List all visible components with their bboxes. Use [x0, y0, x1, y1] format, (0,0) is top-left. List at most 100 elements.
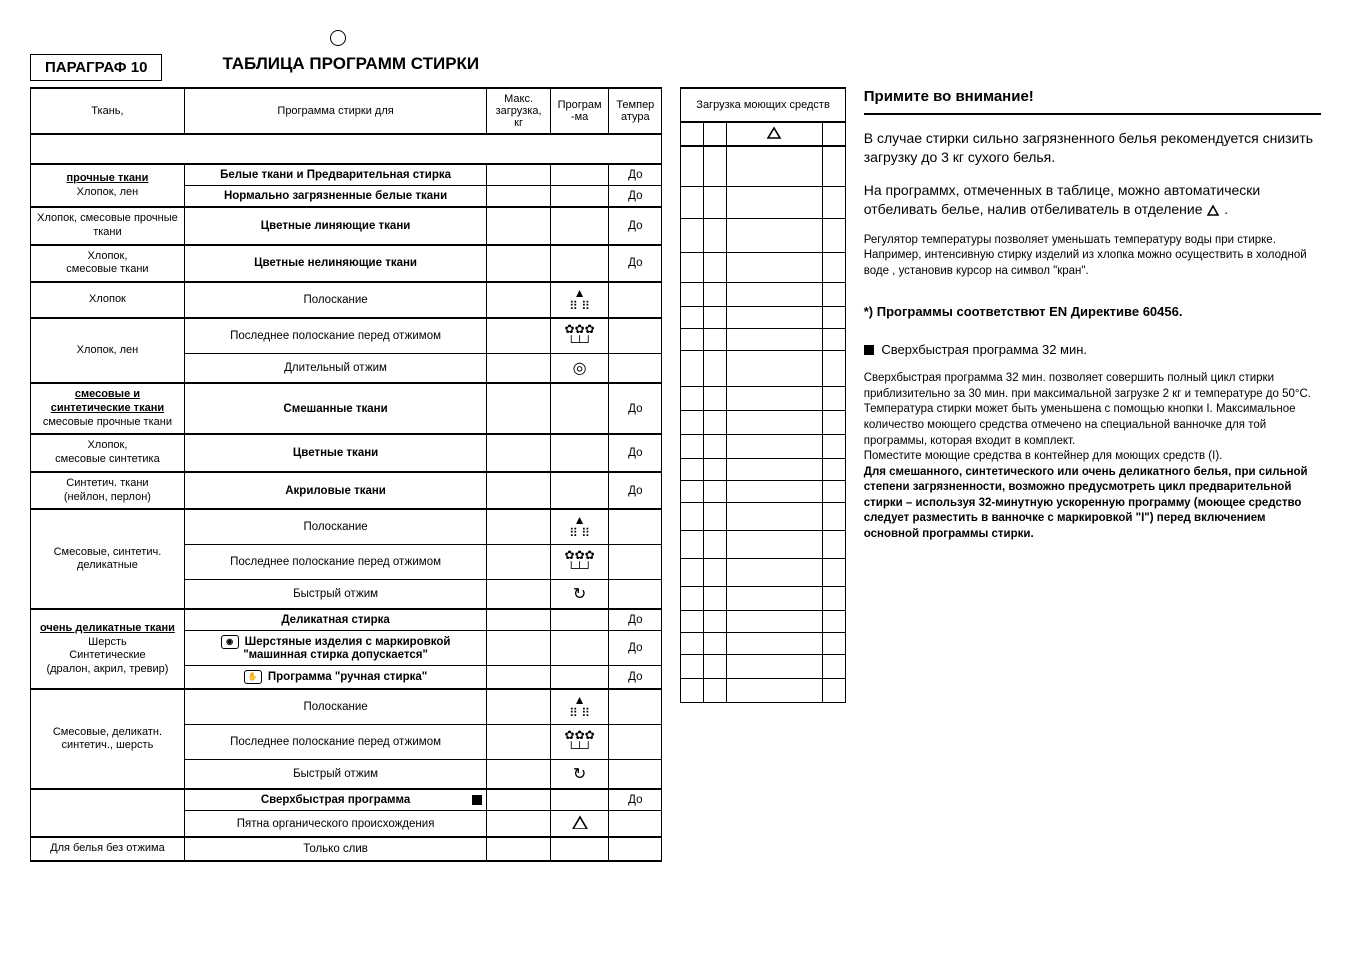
det-cell — [726, 282, 822, 306]
det-cell — [704, 218, 727, 252]
det-cell — [822, 558, 845, 586]
det-cell — [681, 386, 704, 410]
symbol-cell: ↻ — [550, 580, 608, 610]
program-cell: Последнее полоскание перед отжимом — [184, 318, 486, 354]
main-table-wrap: Ткань,Программа стирки дляМакс. загрузка… — [30, 87, 662, 862]
load-cell — [487, 837, 551, 861]
circle-icon — [330, 30, 346, 46]
fabric-cell: Синтетич. ткани(нейлон, перлон) — [31, 472, 185, 510]
symbol-cell: ▲⠿ ⠿ — [550, 282, 608, 318]
symbol-cell — [550, 245, 608, 283]
det-cell — [822, 480, 845, 502]
det-cell — [704, 282, 727, 306]
symbol-cell: ✿✿✿└┴┘ — [550, 318, 608, 354]
det-cell — [726, 586, 822, 610]
temp-cell: До — [609, 609, 662, 631]
det-cell — [822, 218, 845, 252]
temp-cell: До — [609, 434, 662, 472]
temp-cell: До — [609, 631, 662, 666]
program-cell: Только слив — [184, 837, 486, 861]
det-cell — [704, 654, 727, 678]
program-table: Ткань,Программа стирки дляМакс. загрузка… — [30, 87, 662, 862]
det-cell — [726, 654, 822, 678]
load-cell — [487, 725, 551, 760]
program-cell: Деликатная стирка — [184, 609, 486, 631]
symbol-cell: ◎ — [550, 354, 608, 384]
temp-cell — [609, 318, 662, 354]
det-cell — [822, 530, 845, 558]
load-cell — [487, 207, 551, 245]
det-cell — [726, 502, 822, 530]
symbol-cell — [550, 837, 608, 861]
fabric-cell: Смесовые, деликатн. синтетич., шерсть — [31, 689, 185, 789]
program-cell: Нормально загрязненные белые ткани — [184, 186, 486, 208]
det-cell — [726, 328, 822, 350]
col-temp: Температура — [609, 88, 662, 134]
load-cell — [487, 282, 551, 318]
detergent-table: Загрузка моющих средств — [680, 87, 845, 703]
page-title: ТАБЛИЦА ПРОГРАММ СТИРКИ — [222, 54, 479, 74]
det-cell — [681, 410, 704, 434]
det-cell — [726, 386, 822, 410]
det-cell — [681, 306, 704, 328]
det-cell — [681, 610, 704, 632]
note-p5t: Сверхбыстрая программа 32 мин. — [864, 341, 1321, 359]
program-cell: Последнее полоскание перед отжимом — [184, 725, 486, 760]
symbol-cell — [550, 207, 608, 245]
det-cell — [681, 530, 704, 558]
det-cell — [704, 632, 727, 654]
det-subhead — [726, 122, 822, 146]
symbol-cell — [550, 383, 608, 434]
load-cell — [487, 609, 551, 631]
det-cell — [704, 586, 727, 610]
temp-cell — [609, 760, 662, 790]
symbol-cell — [550, 631, 608, 666]
det-cell — [726, 146, 822, 186]
det-cell — [704, 186, 727, 218]
det-cell — [822, 252, 845, 282]
det-cell — [822, 458, 845, 480]
det-cell — [704, 306, 727, 328]
det-cell — [822, 586, 845, 610]
paragraph-label: ПАРАГРАФ 10 — [30, 54, 162, 81]
program-cell: Акриловые ткани — [184, 472, 486, 510]
load-cell — [487, 318, 551, 354]
symbol-cell — [550, 434, 608, 472]
det-subhead — [822, 122, 845, 146]
program-cell: Цветные линяющие ткани — [184, 207, 486, 245]
det-cell — [822, 328, 845, 350]
det-cell — [704, 252, 727, 282]
det-cell — [726, 434, 822, 458]
program-cell: Смешанные ткани — [184, 383, 486, 434]
det-cell — [704, 350, 727, 386]
temp-cell: До — [609, 245, 662, 283]
temp-cell: До — [609, 666, 662, 690]
det-cell — [681, 632, 704, 654]
load-cell — [487, 383, 551, 434]
program-cell: ◉Шерстяные изделия с маркировкой "машинн… — [184, 631, 486, 666]
note-p5: Сверхбыстрая программа 32 мин. позволяет… — [864, 371, 1321, 402]
note-p3: Регулятор температуры позволяет уменьшат… — [864, 233, 1321, 280]
load-cell — [487, 472, 551, 510]
load-cell — [487, 811, 551, 838]
program-cell: Цветные ткани — [184, 434, 486, 472]
square-icon — [864, 345, 874, 355]
det-cell — [822, 632, 845, 654]
load-cell — [487, 689, 551, 725]
det-cell — [681, 252, 704, 282]
temp-cell — [609, 545, 662, 580]
load-cell — [487, 434, 551, 472]
det-cell — [726, 678, 822, 702]
det-cell — [704, 434, 727, 458]
det-cell — [726, 530, 822, 558]
det-cell — [704, 458, 727, 480]
temp-cell — [609, 837, 662, 861]
program-cell: Длительный отжим — [184, 354, 486, 384]
det-cell — [681, 678, 704, 702]
fabric-cell: смесовые и синтетические тканисмесовые п… — [31, 383, 185, 434]
symbol-cell — [550, 472, 608, 510]
temp-cell: До — [609, 207, 662, 245]
temp-cell: До — [609, 789, 662, 811]
det-cell — [681, 350, 704, 386]
program-cell: Полоскание — [184, 509, 486, 545]
